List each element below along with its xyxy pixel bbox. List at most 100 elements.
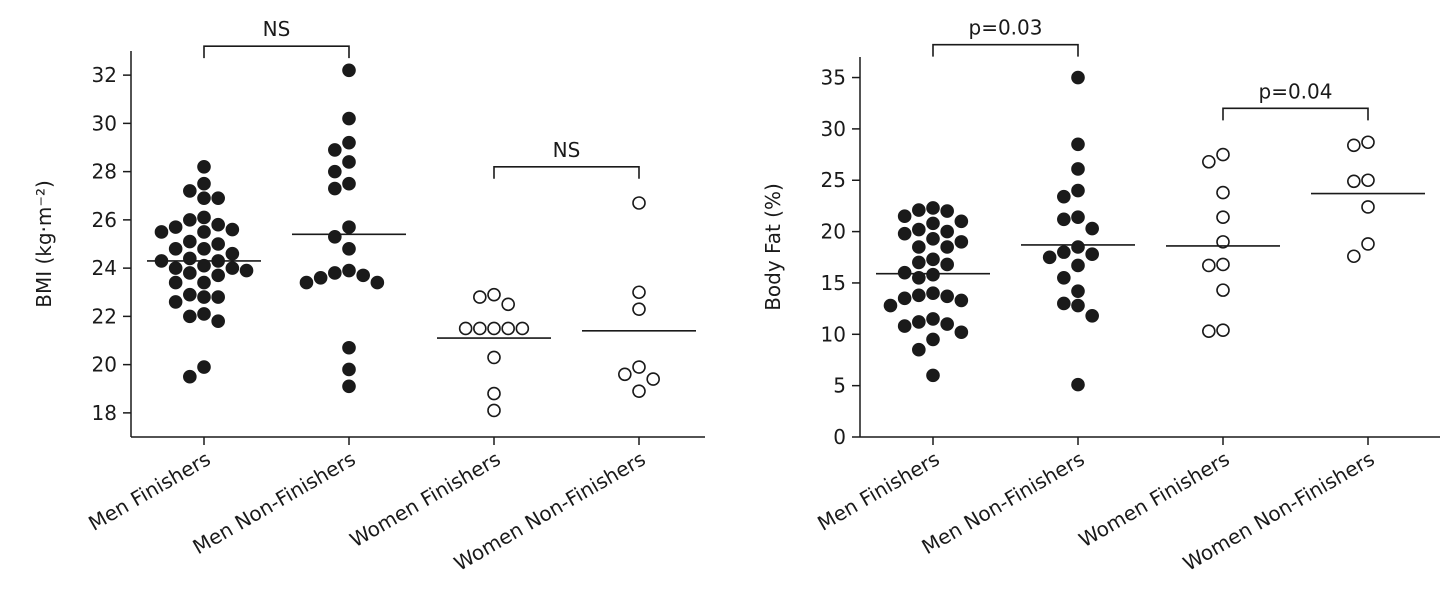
data-point [1361, 237, 1375, 251]
data-point [1361, 135, 1375, 150]
data-point [1071, 162, 1085, 176]
y-axis-label: Body Fat (%) [761, 183, 785, 311]
data-point [1085, 309, 1099, 323]
data-point [211, 314, 225, 329]
data-point [912, 255, 926, 270]
data-point [1071, 258, 1085, 273]
data-point [912, 342, 926, 357]
data-point [168, 295, 183, 309]
data-point [342, 220, 356, 234]
data-point [1057, 245, 1071, 259]
data-point [197, 290, 211, 304]
y-tick-label: 5 [833, 374, 846, 398]
data-point [940, 224, 954, 239]
data-point [197, 307, 211, 321]
data-point [328, 229, 342, 244]
data-point [168, 275, 183, 290]
data-point [183, 234, 197, 249]
data-point [342, 263, 356, 278]
data-point [197, 210, 211, 225]
data-point [197, 225, 211, 239]
data-point [926, 332, 940, 347]
data-point [342, 155, 356, 169]
data-point [632, 285, 646, 300]
data-point [197, 242, 211, 256]
data-point [926, 286, 940, 301]
data-point [1216, 210, 1230, 225]
data-point [168, 261, 183, 275]
data-point [328, 181, 342, 196]
x-tick-label: Men Finishers [813, 447, 943, 536]
y-tick-label: 20 [92, 353, 117, 377]
data-point [211, 268, 225, 283]
data-point [473, 321, 487, 336]
data-point [632, 196, 646, 210]
data-point [1071, 183, 1085, 198]
data-point [458, 321, 473, 336]
data-point [912, 288, 926, 303]
data-point [183, 251, 197, 266]
annotation: NS [553, 138, 581, 162]
data-point [1361, 200, 1375, 214]
data-point [197, 275, 211, 290]
data-point [168, 242, 183, 256]
x-tick-label: Men Finishers [84, 447, 214, 536]
data-point [1071, 377, 1085, 392]
annotation: NS [263, 17, 291, 41]
data-point [940, 257, 954, 272]
data-point [328, 143, 342, 157]
data-point [501, 297, 515, 312]
y-tick-label: 26 [92, 208, 117, 232]
data-point [897, 226, 912, 241]
data-point [168, 220, 183, 234]
x-tick-label: Men Non-Finishers [189, 447, 360, 560]
data-point [940, 240, 954, 254]
data-point [1216, 283, 1230, 297]
data-point [211, 290, 225, 304]
y-tick-label: 20 [821, 220, 846, 244]
bracket [493, 166, 640, 179]
data-point [183, 184, 197, 198]
data-point [954, 293, 969, 308]
data-point [883, 298, 898, 313]
data-point [897, 319, 912, 333]
data-point [1347, 249, 1361, 264]
y-tick-label: 32 [92, 63, 117, 87]
data-point [1057, 271, 1071, 285]
bracket [1222, 107, 1369, 121]
data-point [926, 252, 940, 267]
data-point [183, 287, 197, 302]
data-point [183, 369, 197, 384]
data-point [239, 263, 254, 278]
data-point [197, 176, 211, 191]
y-tick-label: 24 [92, 256, 117, 280]
data-point [1057, 212, 1071, 227]
bracket [932, 43, 1079, 57]
data-point [897, 265, 912, 280]
data-point [632, 384, 646, 398]
annotation: p=0.04 [1259, 79, 1333, 103]
data-point [225, 261, 240, 275]
data-point [197, 160, 211, 174]
data-point [342, 135, 356, 150]
data-point [1216, 235, 1230, 249]
data-point [501, 321, 515, 336]
annotation: p=0.03 [969, 16, 1043, 40]
data-point [632, 302, 646, 316]
data-point [1202, 258, 1216, 273]
y-tick-label: 22 [92, 304, 117, 328]
data-point [225, 222, 240, 237]
data-point [954, 325, 969, 340]
data-point [1085, 247, 1099, 261]
data-point [1057, 189, 1071, 204]
data-point [926, 231, 940, 246]
data-point [1071, 240, 1085, 254]
data-point [342, 242, 356, 256]
data-point [1216, 323, 1230, 337]
bracket [203, 45, 350, 59]
data-point [1202, 154, 1216, 169]
data-point [912, 315, 926, 329]
data-point [487, 287, 501, 302]
data-point [1216, 257, 1230, 272]
